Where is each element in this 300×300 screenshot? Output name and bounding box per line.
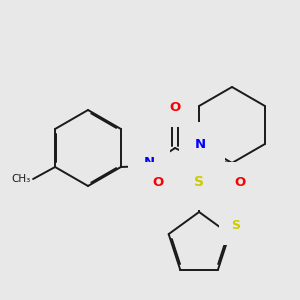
Text: O: O <box>169 101 181 114</box>
Text: N: N <box>194 137 206 151</box>
Text: H: H <box>145 171 153 181</box>
Text: S: S <box>194 175 204 189</box>
Text: O: O <box>153 176 164 188</box>
Text: O: O <box>234 176 245 188</box>
Text: CH₃: CH₃ <box>12 174 31 184</box>
Text: N: N <box>143 157 155 169</box>
Text: S: S <box>232 219 241 232</box>
